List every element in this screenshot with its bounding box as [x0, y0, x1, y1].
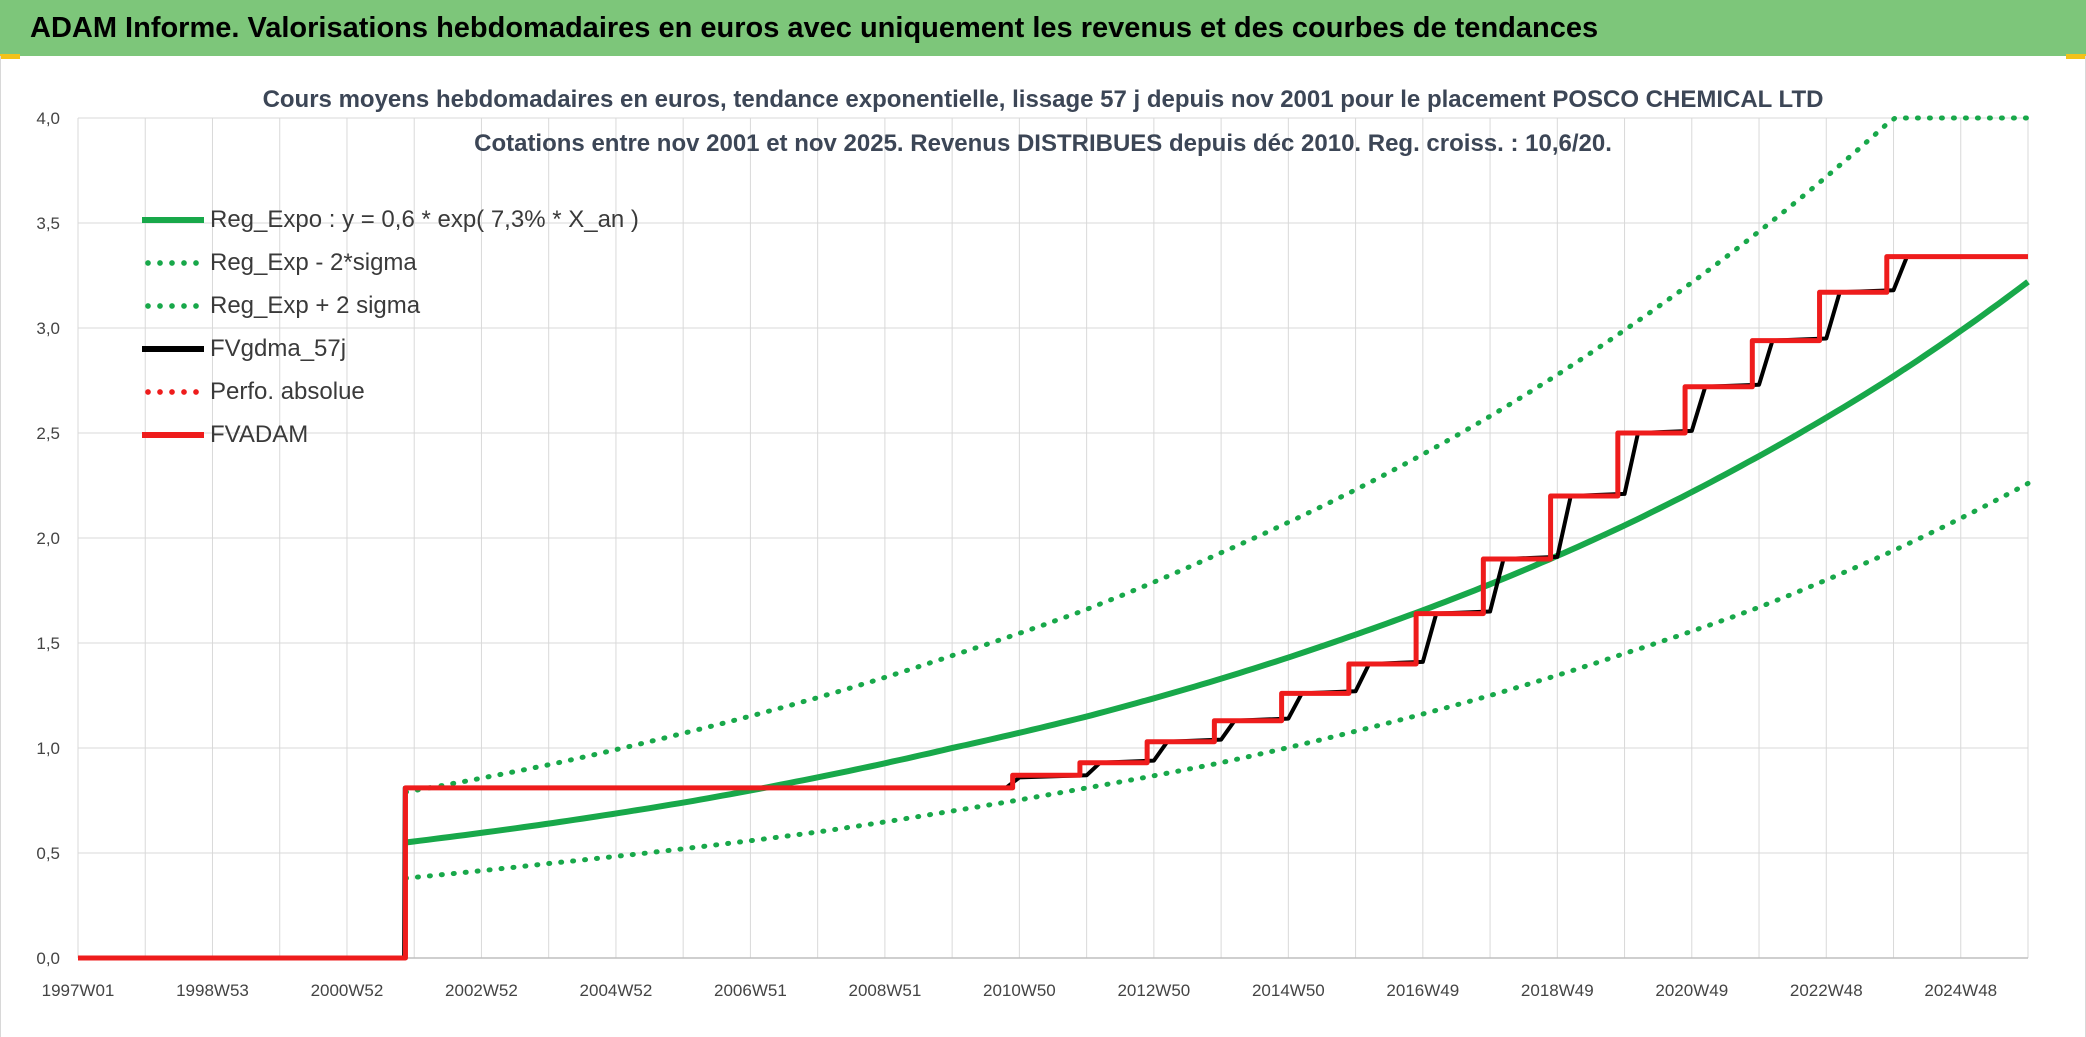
legend-item: Reg_Exp + 2 sigma	[142, 284, 639, 327]
report-banner: ADAM Informe. Valorisations hebdomadaire…	[0, 0, 2086, 56]
y-tick-label: 1,0	[36, 739, 60, 758]
legend-item: Reg_Exp - 2*sigma	[142, 241, 639, 284]
legend-label: Reg_Exp - 2*sigma	[210, 248, 417, 276]
x-tick-label: 2012W50	[1117, 981, 1190, 1000]
x-tick-label: 2008W51	[849, 981, 922, 1000]
y-tick-label: 2,5	[36, 424, 60, 443]
y-tick-label: 1,5	[36, 634, 60, 653]
x-tick-label: 2022W48	[1790, 981, 1863, 1000]
x-tick-label: 2000W52	[311, 981, 384, 1000]
corner-accent-left	[0, 54, 20, 59]
legend-swatch	[142, 345, 204, 352]
chart-title-line2: Cotations entre nov 2001 et nov 2025. Re…	[474, 130, 1612, 157]
y-tick-label: 4,0	[36, 109, 60, 128]
x-tick-label: 2016W49	[1386, 981, 1459, 1000]
legend-swatch	[142, 302, 204, 309]
chart-title-line1: Cours moyens hebdomadaires en euros, ten…	[262, 86, 1824, 113]
axis-ticks: 0,0 0,5 1,0 1,5 2,0 2,5 3,0 3,5 4,0 1997W01 1998W5…	[36, 109, 1997, 1000]
x-tick-label: 2020W49	[1655, 981, 1728, 1000]
legend-swatch	[142, 431, 204, 438]
x-tick-label: 2024W48	[1924, 981, 1997, 1000]
series-line-1	[403, 480, 2031, 881]
legend-item: FVADAM	[142, 413, 639, 456]
series-lines	[78, 115, 2031, 961]
x-tick-label: 2010W50	[983, 981, 1056, 1000]
chart-legend: Reg_Expo : y = 0,6 * exp( 7,3% * X_an ) R…	[142, 198, 639, 456]
x-tick-label: 2018W49	[1521, 981, 1594, 1000]
x-tick-label: 1998W53	[176, 981, 249, 1000]
corner-accent-right	[2066, 54, 2086, 59]
y-tick-label: 0,5	[36, 844, 60, 863]
grid-lines	[77, 117, 2029, 959]
series-line-2	[403, 115, 2031, 795]
legend-item: Reg_Expo : y = 0,6 * exp( 7,3% * X_an )	[142, 198, 639, 241]
y-tick-label: 2,0	[36, 529, 60, 548]
legend-label: FVADAM	[210, 420, 309, 448]
x-tick-label: 1997W01	[42, 981, 115, 1000]
legend-item: Perfo. absolue	[142, 370, 639, 413]
x-tick-label: 2006W51	[714, 981, 787, 1000]
series-line-5	[78, 254, 2028, 961]
report-title: ADAM Informe. Valorisations hebdomadaire…	[30, 11, 1599, 44]
y-tick-label: 3,0	[36, 319, 60, 338]
legend-swatch	[142, 388, 204, 395]
series-line-3	[78, 254, 2028, 960]
y-tick-label: 0,0	[36, 949, 60, 968]
x-tick-label: 2014W50	[1252, 981, 1325, 1000]
legend-swatch	[142, 216, 204, 223]
y-tick-label: 3,5	[36, 214, 60, 233]
legend-label: Reg_Exp + 2 sigma	[210, 291, 421, 319]
x-tick-label: 2004W52	[580, 981, 653, 1000]
legend-label: FVgdma_57j	[210, 334, 347, 362]
legend-label: Reg_Expo : y = 0,6 * exp( 7,3% * X_an )	[210, 205, 639, 233]
legend-item: FVgdma_57j	[142, 327, 639, 370]
legend-label: Perfo. absolue	[210, 377, 365, 405]
x-tick-label: 2002W52	[445, 981, 518, 1000]
legend-swatch	[142, 259, 204, 266]
series-line-0	[405, 279, 2030, 846]
